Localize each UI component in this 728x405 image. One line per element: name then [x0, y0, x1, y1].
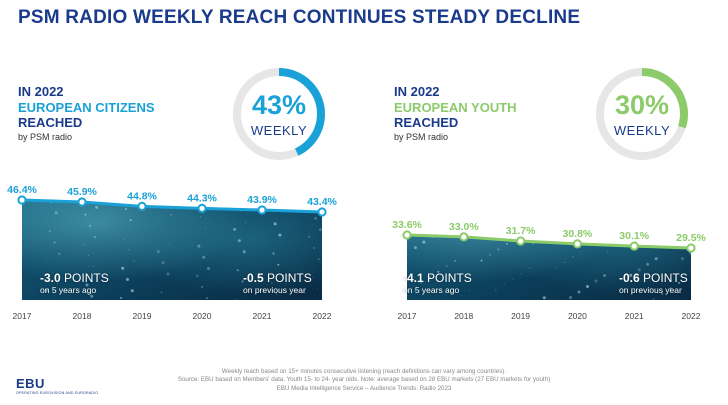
citizens-point-2020: [197, 203, 207, 213]
youth-point-2019: [516, 236, 526, 246]
citizens-ring-graphic: [233, 68, 325, 160]
youth-data-label-2021: 30.1%: [619, 230, 649, 242]
citizens-data-label-2021: 43.9%: [247, 194, 277, 206]
citizens-note-5yr-sub: on 5 years ago: [40, 284, 97, 295]
citizens-tick-2017: 2017: [13, 311, 32, 321]
citizens-note-1yr-sub: on previous year: [243, 284, 306, 295]
youth-note-5yr: -4.1 POINTS on 5 years ago: [403, 271, 472, 296]
footer-line-2: Source: EBU based on Members' data. Yout…: [177, 376, 551, 384]
citizens-year: IN 2022: [18, 84, 64, 99]
youth-by: by PSM radio: [394, 131, 449, 142]
youth-tick-2021: 2021: [625, 311, 644, 321]
citizens-point-2017: [17, 195, 27, 205]
citizens-tick-2018: 2018: [73, 311, 92, 321]
citizens-point-2021: [257, 205, 267, 215]
youth-ring-graphic: [596, 68, 688, 160]
youth-data-label-2022: 29.5%: [676, 232, 706, 244]
citizens-by: by PSM radio: [18, 131, 73, 142]
citizens-header: IN 2022 EUROPEAN CITIZENS REACHED by PSM…: [18, 84, 155, 143]
citizens-data-label-2019: 44.8%: [127, 190, 157, 202]
footer-line-1: Weekly reach based on 15+ minutes consec…: [221, 368, 507, 375]
citizens-background-image: [22, 200, 322, 300]
youth-ring: 30% WEEKLY: [594, 66, 690, 162]
youth-percent: 30%: [614, 90, 670, 120]
youth-point-2017: [402, 230, 412, 240]
citizens-percent: 43%: [251, 90, 307, 120]
youth-tick-2019: 2019: [511, 311, 530, 321]
ebu-logo-subtitle: OPERATING EUROVISION AND EURORADIO: [16, 391, 99, 395]
youth-tick-2018: 2018: [454, 311, 473, 321]
citizens-note-5yr-points: POINTS: [64, 271, 109, 285]
youth-note-1yr-points: POINTS: [643, 271, 688, 285]
youth-data-label-2019: 31.7%: [506, 225, 536, 237]
citizens-data-label-2018: 45.9%: [67, 186, 97, 198]
citizens-data-label-2017: 46.4%: [7, 184, 37, 196]
citizens-data-label-2020: 44.3%: [187, 192, 217, 204]
citizens-point-2022: [317, 207, 327, 217]
footer-line-3: EBU Media Intelligence Service – Audienc…: [276, 384, 452, 392]
citizens-note-5yr: -3.0 POINTS on 5 years ago: [40, 271, 109, 296]
citizens-note-1yr-value: -0.5: [243, 271, 264, 285]
panel-youth: IN 2022 EUROPEAN YOUTH REACHED by PSM ra…: [364, 0, 728, 330]
citizens-series-line: [21, 198, 323, 214]
citizens-point-2019: [137, 201, 147, 211]
youth-tick-2020: 2020: [568, 311, 587, 321]
citizens-tick-2022: 2022: [313, 311, 332, 321]
youth-group: EUROPEAN YOUTH: [394, 99, 517, 115]
youth-note-5yr-value: -4.1: [403, 271, 424, 285]
youth-series-line: [406, 233, 692, 250]
youth-point-2022: [686, 243, 696, 253]
youth-reached: REACHED: [394, 115, 459, 131]
citizens-point-2018: [77, 197, 87, 207]
citizens-ring: 43% WEEKLY: [231, 66, 327, 162]
panel-citizens: IN 2022 EUROPEAN CITIZENS REACHED by PSM…: [0, 0, 364, 330]
citizens-data-label-2022: 43.4%: [307, 196, 337, 208]
citizens-tick-2021: 2021: [253, 311, 272, 321]
youth-weekly: WEEKLY: [613, 123, 671, 138]
youth-note-5yr-points: POINTS: [427, 271, 472, 285]
ebu-logo: EBU: [16, 376, 45, 391]
youth-data-label-2020: 30.8%: [563, 228, 593, 240]
youth-note-1yr: -0.6 POINTS on previous year: [619, 271, 688, 296]
youth-point-2018: [459, 232, 469, 242]
citizens-note-5yr-value: -3.0: [40, 271, 61, 285]
citizens-tick-2019: 2019: [133, 311, 152, 321]
youth-note-1yr-value: -0.6: [619, 271, 640, 285]
citizens-note-1yr: -0.5 POINTS on previous year: [243, 271, 312, 296]
citizens-note-1yr-points: POINTS: [267, 271, 312, 285]
youth-point-2021: [629, 241, 639, 251]
citizens-group: EUROPEAN CITIZENS: [18, 99, 155, 115]
youth-tick-2022: 2022: [682, 311, 701, 321]
youth-header: IN 2022 EUROPEAN YOUTH REACHED by PSM ra…: [394, 84, 517, 143]
citizens-reached: REACHED: [18, 115, 83, 131]
youth-point-2020: [572, 239, 583, 249]
youth-data-label-2018: 33.0%: [449, 221, 479, 233]
youth-note-1yr-sub: on previous year: [619, 284, 682, 295]
citizens-weekly: WEEKLY: [250, 123, 308, 138]
citizens-tick-2020: 2020: [193, 311, 212, 321]
youth-note-5yr-sub: on 5 years ago: [403, 284, 460, 295]
page-title: PSM RADIO WEEKLY REACH CONTINUES STEADY …: [18, 7, 581, 28]
footer: Weekly reach based on 15+ minutes consec…: [0, 368, 728, 393]
reach-trend-charts: 46.4% 2017 45.9% 2018 44.8% 2019 44.3% 2020 43.9…: [7, 184, 706, 321]
youth-tick-2017: 2017: [398, 311, 417, 321]
youth-year: IN 2022: [394, 84, 440, 99]
youth-data-label-2017: 33.6%: [392, 219, 422, 231]
